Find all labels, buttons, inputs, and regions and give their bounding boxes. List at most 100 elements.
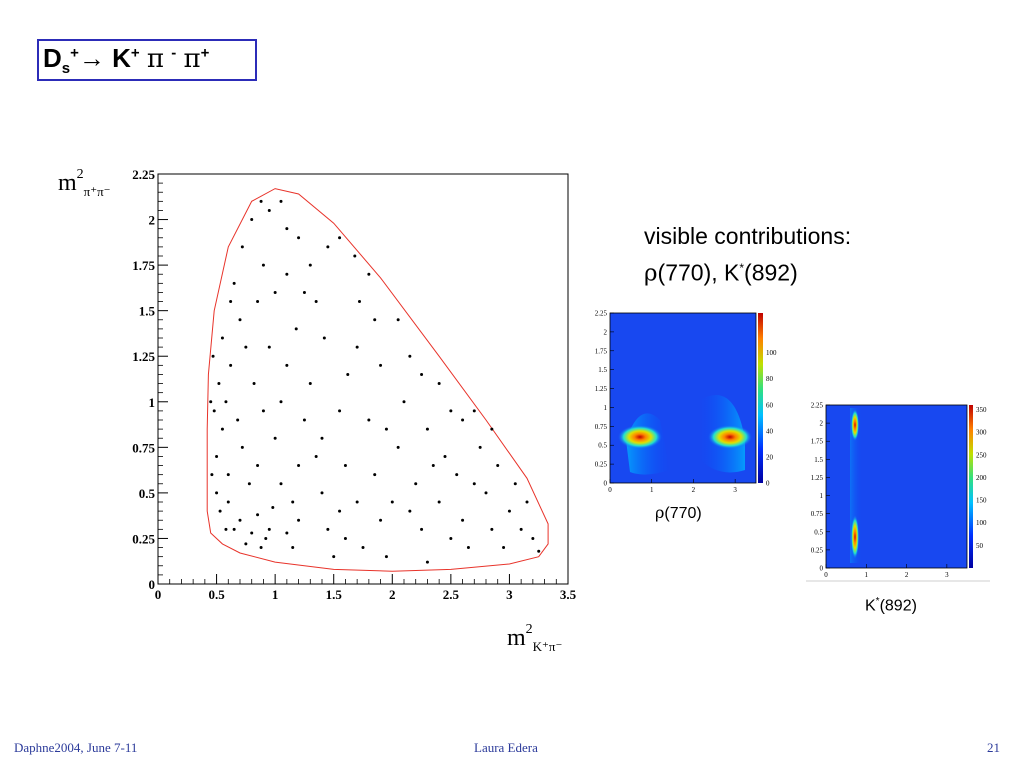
event-point — [210, 473, 214, 477]
event-point — [425, 427, 429, 431]
event-point — [449, 536, 453, 540]
event-point — [507, 509, 511, 513]
colorbar-tick-label: 300 — [976, 429, 987, 437]
event-point — [531, 536, 535, 540]
event-point — [420, 527, 424, 531]
event-point — [396, 318, 400, 322]
event-point — [238, 518, 242, 522]
kstar-peak-top — [851, 409, 859, 441]
event-point — [367, 272, 371, 276]
event-point — [212, 409, 216, 413]
event-point — [218, 509, 222, 513]
event-point — [224, 527, 228, 531]
y-tick-label: 0.75 — [132, 440, 155, 455]
event-point — [279, 400, 283, 404]
inset-y-tick-label: 0 — [604, 480, 608, 488]
slide-title-box: Ds+→ K+ π - π+ — [37, 39, 257, 81]
y-tick-label: 0 — [149, 577, 156, 592]
event-point — [220, 427, 224, 431]
kstar-colorbar — [969, 405, 973, 568]
event-point — [291, 500, 295, 504]
rho-colorbar — [758, 313, 763, 483]
slide-title: Ds+→ K+ π - π+ — [43, 42, 210, 78]
event-point — [226, 473, 230, 477]
event-point — [320, 436, 324, 440]
event-point — [224, 400, 228, 404]
event-point — [484, 491, 488, 495]
event-point — [519, 527, 523, 531]
event-point — [373, 318, 377, 322]
kstar-caption: K*(892) — [865, 596, 917, 615]
event-point — [443, 454, 447, 458]
kstar-peak-bottom — [851, 515, 859, 559]
event-point — [320, 491, 324, 495]
x-tick-label: 0.5 — [208, 587, 225, 602]
x-tick-label: 0 — [155, 587, 162, 602]
event-point — [244, 542, 248, 546]
colorbar-tick-label: 100 — [766, 349, 777, 357]
inset-x-tick-label: 0 — [608, 486, 612, 494]
inset-x-tick-label: 0 — [824, 571, 828, 579]
rho-peak-left — [618, 425, 662, 449]
inset-y-tick-label: 0.5 — [598, 442, 607, 450]
event-point — [256, 464, 260, 468]
event-point — [232, 527, 236, 531]
event-point — [390, 500, 394, 504]
event-point — [285, 363, 289, 367]
inset-y-tick-label: 0.75 — [811, 510, 824, 518]
event-point — [343, 536, 347, 540]
inset-y-tick-label: 1.75 — [595, 347, 608, 355]
event-point — [271, 505, 275, 509]
x-tick-label: 1 — [272, 587, 279, 602]
y-tick-label: 0.5 — [139, 486, 156, 501]
event-point — [240, 445, 244, 449]
event-point — [346, 372, 350, 376]
inset-y-tick-label: 2 — [604, 328, 608, 336]
event-point — [211, 354, 215, 358]
inset-x-tick-label: 1 — [650, 486, 654, 494]
x-tick-label: 3.5 — [560, 587, 577, 602]
event-point — [250, 531, 254, 535]
event-point — [209, 400, 213, 404]
event-point — [226, 500, 230, 504]
event-point — [384, 555, 388, 559]
event-point — [478, 445, 482, 449]
colorbar-tick-label: 0 — [766, 480, 770, 488]
event-point — [273, 290, 277, 294]
event-point — [308, 263, 312, 267]
event-point — [490, 527, 494, 531]
event-point — [256, 513, 260, 517]
x-tick-label: 2.5 — [443, 587, 460, 602]
inset-y-tick-label: 0.5 — [814, 528, 823, 536]
inset-y-tick-label: 0 — [820, 565, 824, 573]
inset-y-tick-label: 1 — [820, 492, 824, 500]
event-point — [285, 531, 289, 535]
inset-x-tick-label: 1 — [865, 571, 869, 579]
inset-y-tick-label: 2.25 — [811, 402, 824, 410]
contributions-note: visible contributions: ρ(770), K*(892) — [644, 223, 852, 287]
colorbar-tick-label: 40 — [766, 427, 774, 435]
y-tick-label: 2.25 — [132, 167, 155, 182]
inset-y-tick-label: 1.5 — [814, 456, 823, 464]
event-point — [326, 245, 330, 249]
footer-center: Laura Edera — [474, 740, 538, 755]
y-tick-label: 1.5 — [139, 304, 156, 319]
event-point — [384, 427, 388, 431]
event-point — [431, 464, 435, 468]
inset-x-tick-label: 2 — [692, 486, 696, 494]
event-point — [220, 336, 224, 340]
event-point — [437, 382, 441, 386]
event-point — [279, 482, 283, 486]
event-point — [250, 218, 254, 222]
event-point — [367, 418, 371, 422]
event-point — [466, 546, 470, 550]
inset-x-tick-label: 3 — [945, 571, 949, 579]
event-point — [297, 464, 301, 468]
inset-x-tick-label: 3 — [733, 486, 737, 494]
event-point — [396, 445, 400, 449]
event-point — [437, 500, 441, 504]
event-point — [355, 345, 359, 349]
footer-page-number: 21 — [987, 740, 1000, 755]
